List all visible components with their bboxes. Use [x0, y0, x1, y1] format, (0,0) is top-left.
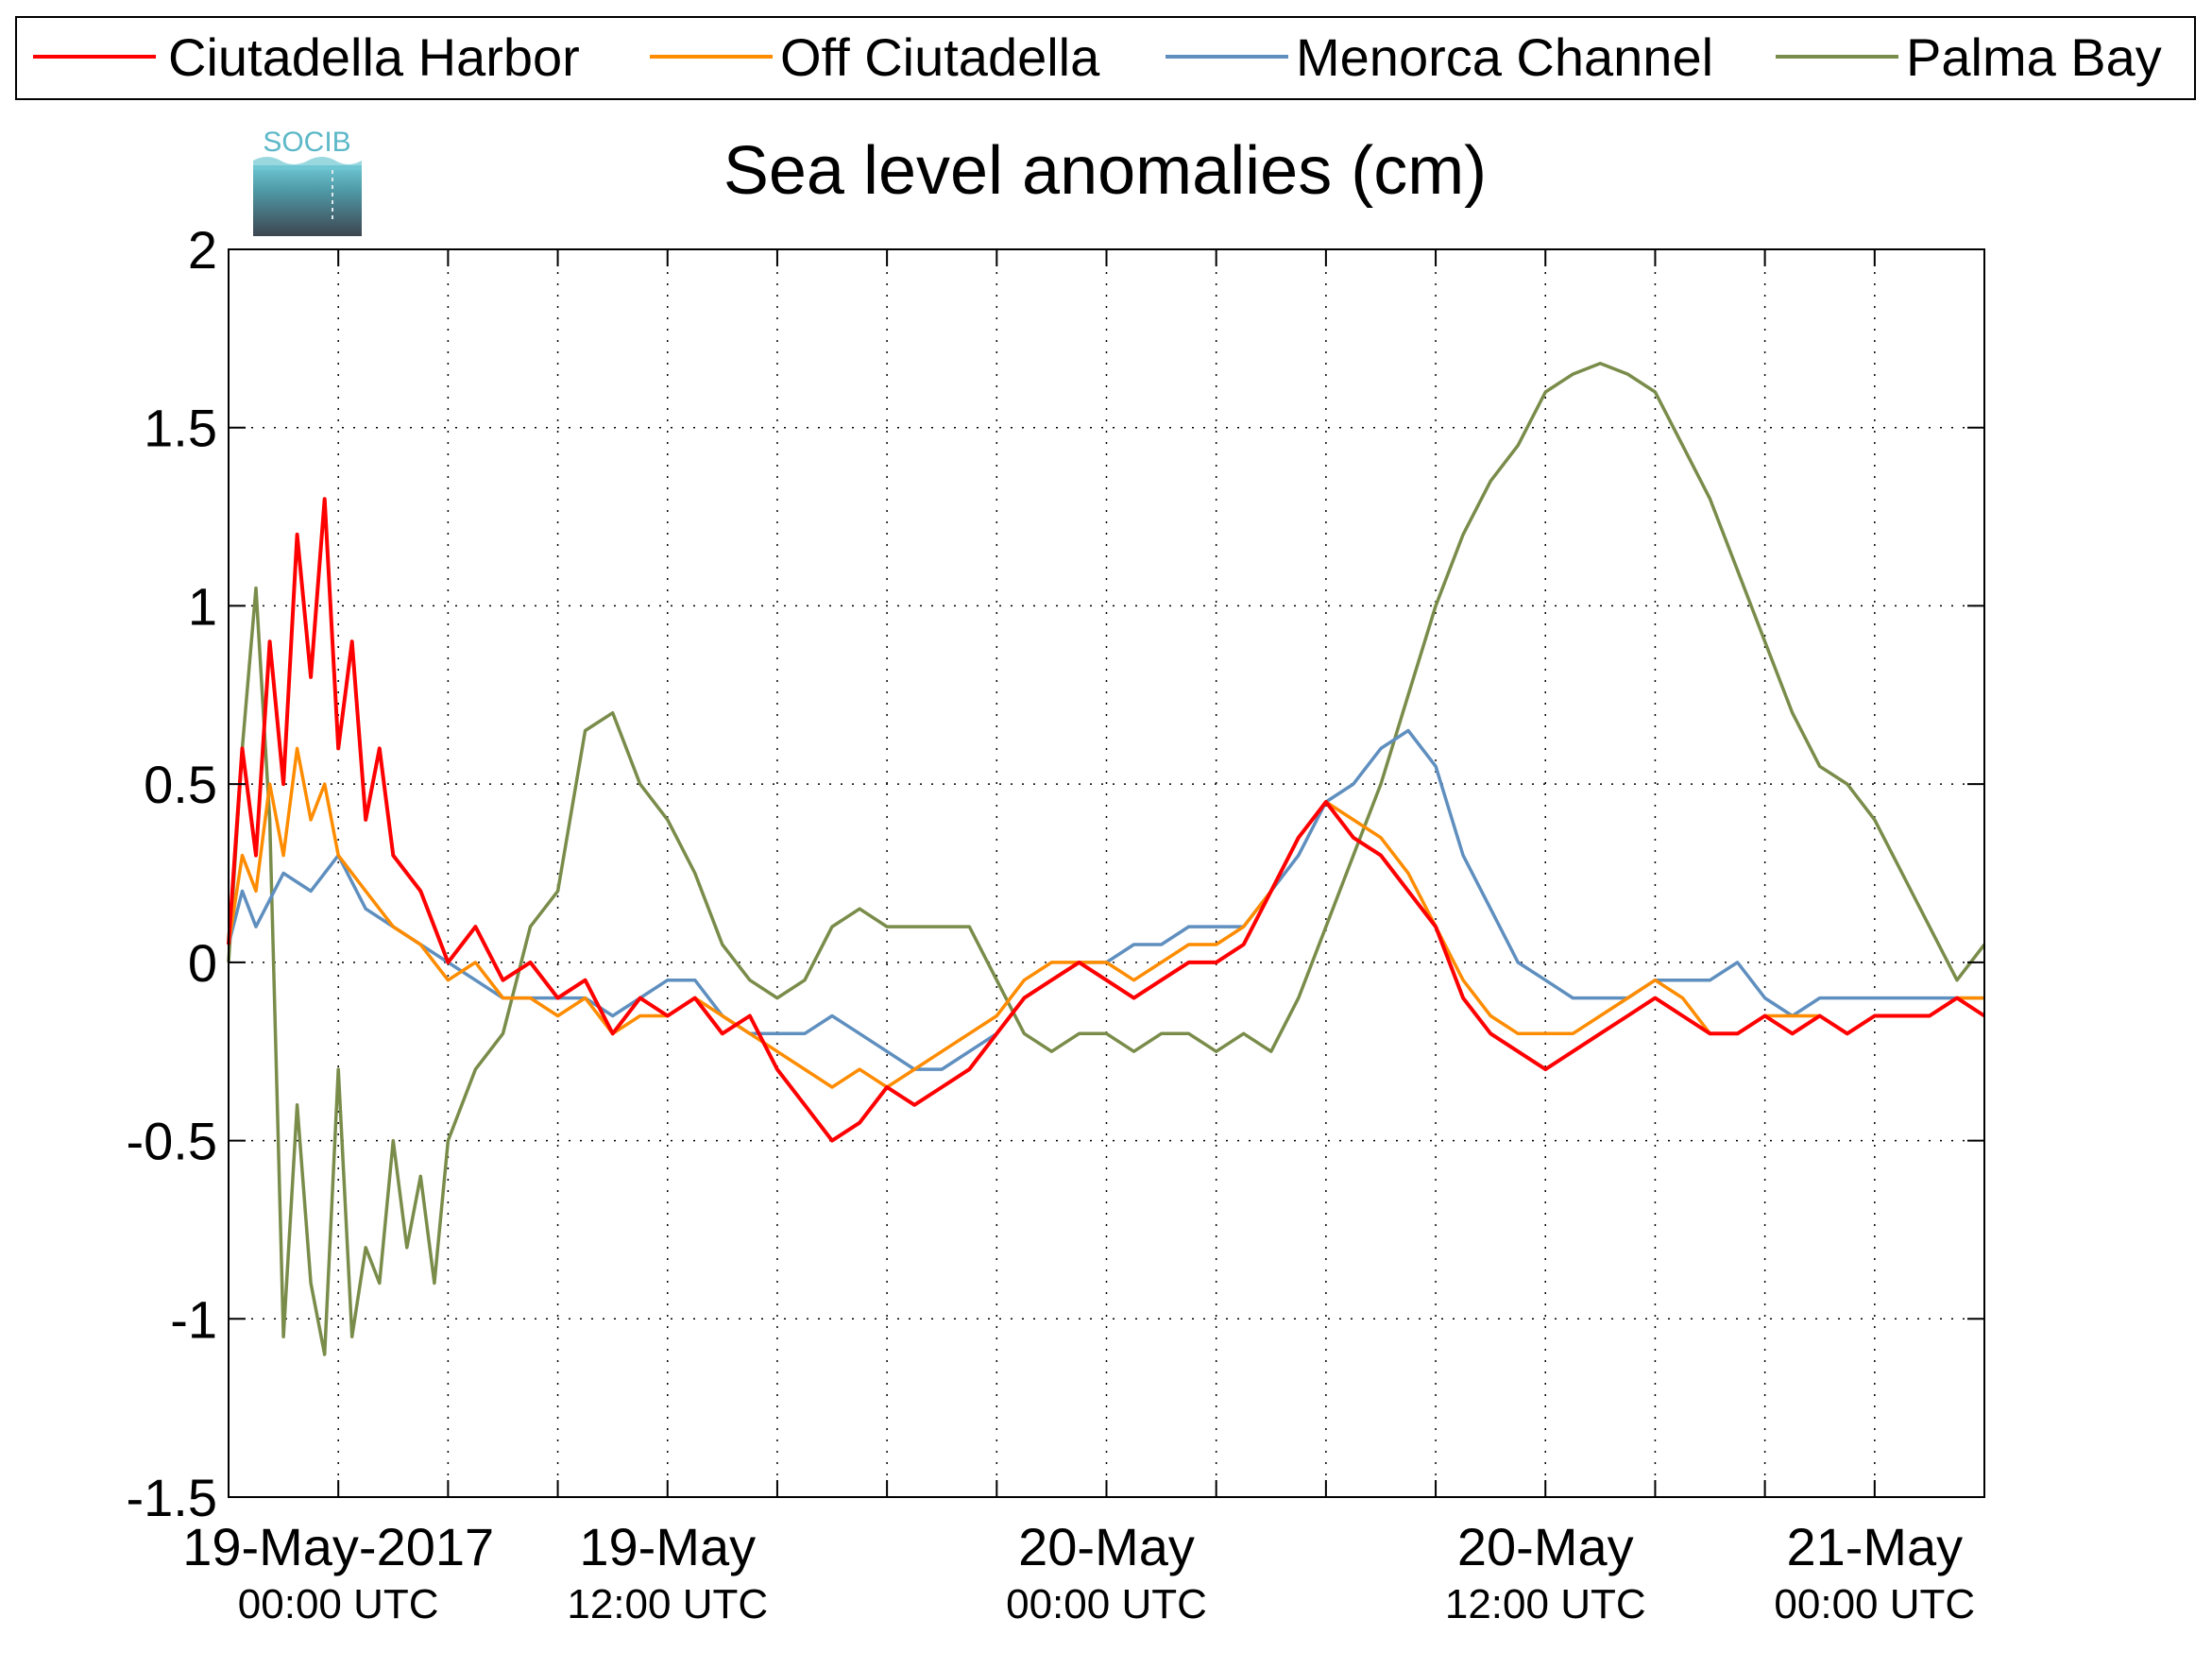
chart-title: Sea level anomalies (cm): [723, 133, 1487, 209]
legend: Ciutadella Harbor Off Ciutadella Menorca C…: [15, 16, 2196, 100]
socib-logo: SOCIB: [253, 127, 362, 236]
legend-label: Palma Bay: [1906, 27, 2162, 87]
axis-ticks: [229, 248, 1984, 1498]
legend-label: Menorca Channel: [1296, 27, 1713, 87]
series-line-palma-bay: [227, 362, 1986, 1356]
series-lines: [227, 362, 1986, 1356]
y-tick-label: -0.5: [127, 1112, 218, 1171]
series-line-off-ciutadella: [227, 746, 1984, 1089]
logo-text: SOCIB: [263, 127, 350, 158]
x-tick-label-time: 12:00 UTC: [567, 1581, 768, 1627]
grid-lines: [229, 249, 1984, 1497]
x-axis-tick-labels: 19-May-2017 00:00 UTC 19-May 12:00 UTC 20-Ma…: [182, 1517, 1975, 1627]
y-tick-label: -1: [170, 1289, 217, 1349]
x-tick-label-date: 21-May: [1786, 1517, 1963, 1576]
y-tick-label: 1: [188, 576, 217, 636]
y-tick-label: -1.5: [127, 1468, 218, 1527]
x-tick-label-date: 19-May: [579, 1517, 756, 1576]
x-tick-label-date: 20-May: [1457, 1517, 1634, 1576]
legend-label: Off Ciutadella: [780, 27, 1100, 87]
x-tick-label-date: 20-May: [1018, 1517, 1195, 1576]
x-tick-label-date: 19-May-2017: [182, 1517, 494, 1576]
x-tick-label-time: 00:00 UTC: [1006, 1581, 1207, 1627]
y-tick-label: 0.5: [144, 755, 217, 814]
x-tick-label-time: 00:00 UTC: [238, 1581, 439, 1627]
x-tick-label-time: 00:00 UTC: [1774, 1581, 1975, 1627]
legend-label: Ciutadella Harbor: [168, 27, 580, 87]
series-line-ciutadella-harbor: [227, 497, 1986, 1143]
y-tick-label: 0: [188, 933, 217, 993]
x-tick-label-time: 12:00 UTC: [1445, 1581, 1646, 1627]
y-tick-label: 1.5: [144, 399, 217, 458]
plot-area: [227, 248, 1986, 1498]
y-tick-label: 2: [188, 220, 217, 280]
y-axis-tick-labels: 2 1.5 1 0.5 0 -0.5 -1 -1.5: [127, 220, 218, 1527]
